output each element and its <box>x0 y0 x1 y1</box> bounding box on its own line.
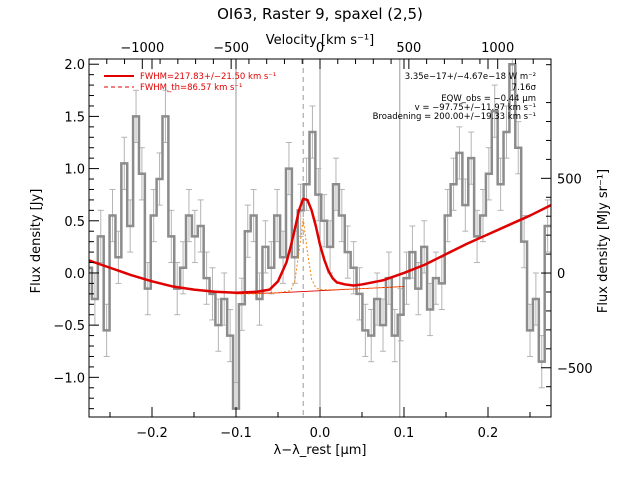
x2-tick-label: 1000 <box>481 41 514 56</box>
y-tick-label: 1.0 <box>64 163 85 178</box>
top-axis-title: Velocity [km s⁻¹] <box>266 33 374 48</box>
x-tick-label: −0.2 <box>136 426 168 441</box>
annotation-broadening: Broadening = 200.00+/−19.33 km s⁻¹ <box>373 112 536 122</box>
annotation-velocity: v = −97.75+/−11.97 km s⁻¹ <box>415 103 536 113</box>
y2-tick-label: −500 <box>557 362 593 377</box>
y-tick-label: −1.0 <box>53 371 85 386</box>
data-layer <box>89 59 551 417</box>
x2-tick-label: −1000 <box>120 41 164 56</box>
gaussian-fit-line <box>89 197 551 295</box>
chart-title: OI63, Raster 9, spaxel (2,5) <box>217 5 423 23</box>
annotation-significance: 7.16σ <box>512 83 537 93</box>
legend-label-fwhm: FWHM=217.83+/−21.50 km s⁻¹ <box>140 72 276 82</box>
right-axis-title: Flux density [MJy sr⁻¹] <box>596 169 611 313</box>
fit-annotations: 3.35e−17+/−4.67e−18 W m⁻² 7.16σ EQW_obs … <box>373 72 537 122</box>
thermal-profile-line <box>236 218 405 295</box>
x-tick-label: −0.1 <box>220 426 252 441</box>
x2-tick-label: −500 <box>213 41 249 56</box>
annotation-flux: 3.35e−17+/−4.67e−18 W m⁻² <box>405 72 536 82</box>
x-tick-label: 0.0 <box>310 426 331 441</box>
legend: FWHM=217.83+/−21.50 km s⁻¹ FWHM_th=86.57… <box>104 72 276 93</box>
spectrum-step-line <box>89 62 551 410</box>
y-tick-label: 0.5 <box>64 215 85 230</box>
y-tick-label: 2.0 <box>64 58 85 73</box>
y2-tick-label: 0 <box>557 267 565 282</box>
x-tick-label: 0.1 <box>394 426 415 441</box>
y-tick-label: 0.0 <box>64 267 85 282</box>
left-axis-title: Flux density [Jy] <box>29 189 44 294</box>
y-tick-label: 1.5 <box>64 110 85 125</box>
bottom-axis-title: λ−λ_rest [μm] <box>274 443 367 458</box>
annotation-eqw: EQW_obs = −0.44 μm <box>441 94 536 104</box>
y-tick-label: −0.5 <box>53 319 85 334</box>
plot-area: −0.2 −0.1 0.0 0.1 0.2 −1000 −500 0 500 1000 −1.0 −0… <box>53 41 593 441</box>
x-tick-label: 0.2 <box>478 426 499 441</box>
x2-tick-label: 500 <box>396 41 421 56</box>
x2-tick-label: 0 <box>316 41 324 56</box>
y2-tick-label: 500 <box>557 172 582 187</box>
legend-label-fwhm-th: FWHM_th=86.57 km s⁻¹ <box>140 83 242 93</box>
